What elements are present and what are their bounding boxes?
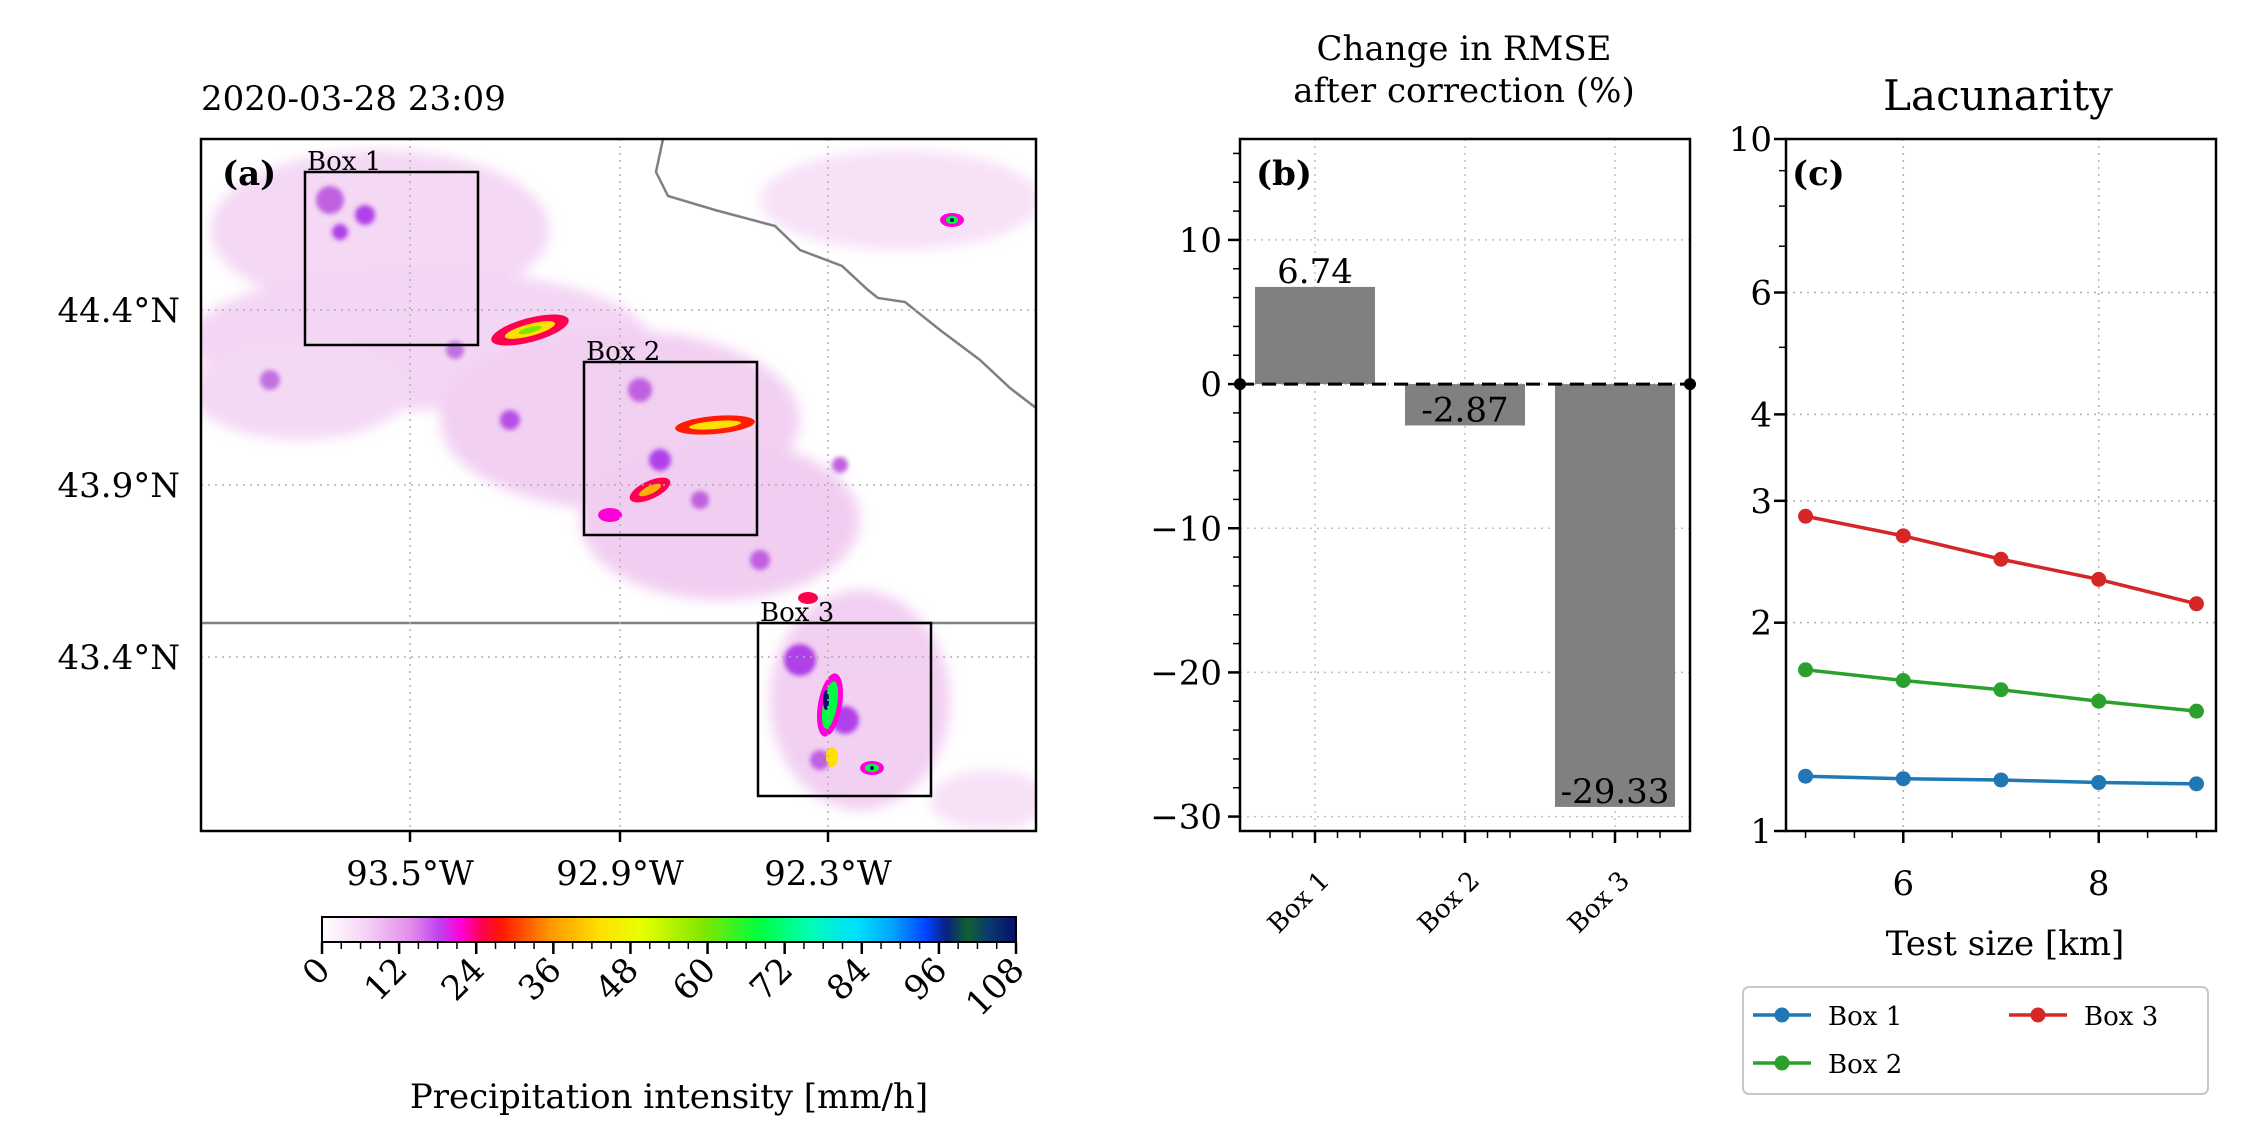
bar-chart-x-ticks: Box 1 Box 2 Box 3 [1262,831,1661,940]
box-3-label: Box 3 [760,598,834,628]
legend-frame [1742,986,2209,1095]
line-chart-y-tick-label: 3 [1750,482,1772,522]
line-chart-x-label: Test size [km] [1886,924,2125,964]
bar-chart-x-tick-label: Box 2 [1412,866,1486,940]
series-point-box-1 [2091,775,2107,791]
series-point-box-2 [2091,693,2107,709]
line-chart-y-tick-label: 6 [1750,274,1772,314]
colorbar-ticks: 0 12 24 36 48 60 72 84 96 108 [295,942,1032,1024]
series-point-box-3 [1895,528,1911,544]
series-point-box-1 [1993,772,2009,788]
map-y-tick-label: 43.9°N [58,466,180,506]
panel-a-map: 2020-03-28 23:09 [58,79,1038,1117]
panel-b-title-line: Change in RMSE [1317,29,1612,69]
series-point-box-3 [1798,508,1814,524]
series-point-box-1 [1798,768,1814,784]
panel-b-label: (b) [1256,154,1312,194]
bar-value-label: -29.33 [1561,772,1670,812]
bar-box-3 [1555,384,1675,807]
precipitation-field [201,139,1036,831]
map-x-tick-label: 93.5°W [346,854,474,894]
legend-label: Box 2 [1828,1050,1902,1080]
colorbar-tick-label: 48 [588,950,647,1009]
series-point-box-3 [2188,596,2204,612]
colorbar-tick-label: 36 [511,950,570,1009]
colorbar-tick-label: 12 [357,950,416,1009]
colorbar-tick-label: 108 [958,950,1032,1024]
bar-chart-y-tick-label: −30 [1150,798,1222,838]
box-3-outline [756,621,933,798]
line-chart-x-tick-label: 8 [2088,864,2110,904]
bar-chart-y-tick-label: −10 [1150,509,1222,549]
box-2-outline [582,360,759,537]
box-2-label: Box 2 [586,337,660,367]
map-x-tick-label: 92.9°W [556,854,684,894]
colorbar-tick-label: 24 [434,950,493,1009]
legend-marker [2030,1007,2046,1023]
series-point-box-3 [1993,551,2009,567]
line-chart-y-ticks: 10 6 4 3 2 1 [1729,120,1786,852]
panel-b-bar-chart: Change in RMSE after correction (%) 6.74 -… [1150,29,1696,939]
bar-chart-bars: 6.74 -2.87 -29.33 [1255,252,1675,812]
line-chart-y-tick-label: 4 [1750,395,1772,435]
colorbar [321,916,1017,943]
panel-a-label: (a) [222,154,276,194]
legend: Box 1 Box 2 Box 3 [1742,986,2209,1095]
panel-b-title-line: after correction (%) [1293,71,1634,111]
line-chart-series [1798,508,2204,792]
series-point-box-2 [1895,673,1911,689]
bar-value-label: -2.87 [1421,390,1508,430]
map-y-tick-label: 43.4°N [58,638,180,678]
colorbar-tick-label: 0 [295,950,339,994]
box-1-label: Box 1 [307,147,381,177]
colorbar-tick-label: 72 [742,950,801,1009]
bar-chart-y-tick-label: −20 [1150,653,1222,693]
series-point-box-3 [2091,571,2107,587]
line-chart-x-tick-label: 6 [1892,864,1914,904]
map-y-tick-label: 44.4°N [58,291,180,331]
bar-chart-y-ticks: 10 0 −10 −20 −30 [1150,152,1240,838]
intense-cells [491,213,964,775]
map-y-tick-labels: 44.4°N 43.9°N 43.4°N [58,291,180,678]
map-x-tick-label: 92.3°W [764,854,892,894]
legend-label: Box 1 [1828,1002,1902,1032]
panel-b-title: Change in RMSE after correction (%) [1293,29,1634,111]
box-1-outline [303,170,480,347]
colorbar-label: Precipitation intensity [mm/h] [410,1077,928,1117]
colorbar-tick-label: 96 [896,950,955,1009]
bar-box-1 [1255,286,1375,385]
line-chart-y-tick-label: 2 [1750,604,1772,644]
map-x-tick-labels: 93.5°W 92.9°W 92.3°W [346,831,892,894]
legend-label: Box 3 [2084,1002,2158,1032]
legend-marker [1774,1055,1790,1071]
series-point-box-1 [1895,771,1911,787]
bar-chart-y-tick-label: 10 [1179,221,1222,261]
bar-chart-x-tick-label: Box 3 [1562,866,1636,940]
series-point-box-2 [1798,662,1814,678]
series-point-box-1 [2188,776,2204,792]
panel-c-title: Lacunarity [1883,71,2113,120]
series-point-box-2 [2188,703,2204,719]
bar-chart-y-tick-label: 0 [1200,365,1222,405]
line-chart-gridlines [1786,138,2216,832]
bar-box-2 [1405,384,1525,426]
colorbar-tick-label: 60 [665,950,724,1009]
series-point-box-2 [1993,682,2009,698]
line-chart-y-tick-label: 10 [1729,120,1772,160]
line-chart-y-tick-label: 1 [1750,812,1772,852]
bar-value-label: 6.74 [1277,252,1353,292]
legend-marker [1774,1007,1790,1023]
panel-c-label: (c) [1792,154,1845,194]
bar-chart-x-tick-label: Box 1 [1262,866,1336,940]
state-border-line [654,139,1036,409]
map-frame [199,137,1038,833]
colorbar-tick-label: 84 [819,950,878,1009]
line-chart-frame [1784,137,2218,833]
panel-a-title: 2020-03-28 23:09 [201,79,506,119]
